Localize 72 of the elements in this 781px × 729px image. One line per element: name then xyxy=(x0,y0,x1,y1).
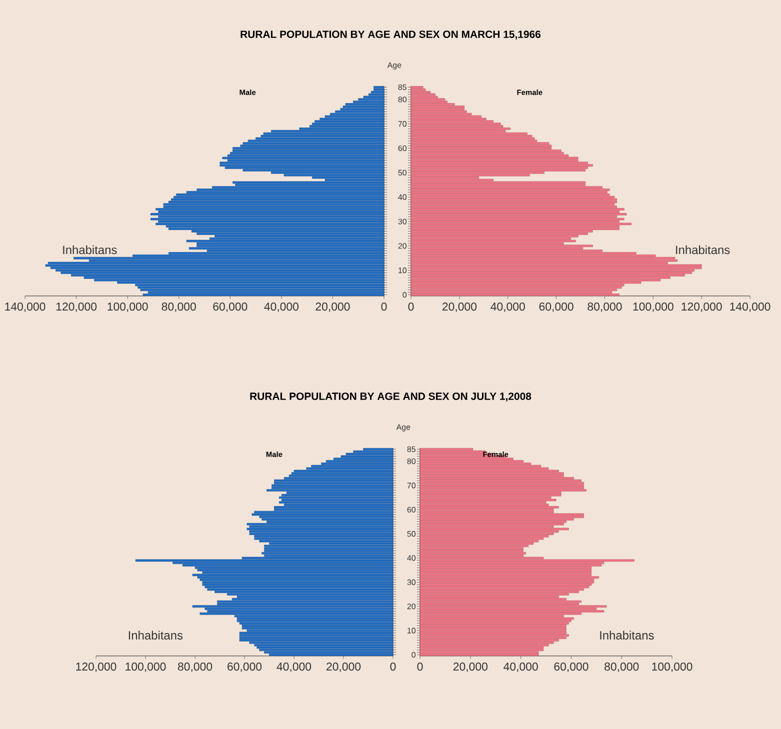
bar xyxy=(410,294,620,296)
bar xyxy=(163,203,384,206)
bar xyxy=(410,188,610,191)
bar xyxy=(410,169,586,172)
x-tick-label: 80,000 xyxy=(162,302,196,312)
x-tick-label: 0 xyxy=(417,662,423,671)
x-tick-label: 20,000 xyxy=(453,662,488,672)
bar xyxy=(168,228,384,230)
x-tick-label: 40,000 xyxy=(264,302,298,312)
x-tick-label: 20,000 xyxy=(316,302,350,312)
bar xyxy=(188,247,384,250)
bar xyxy=(314,120,384,123)
bar xyxy=(232,150,384,152)
x-tick-label: 80,000 xyxy=(604,662,639,672)
bar xyxy=(410,106,464,108)
x-tick-label: 80,000 xyxy=(588,302,622,312)
bar xyxy=(171,198,384,201)
x-tick-label: 0 xyxy=(390,662,396,671)
x-axis-title: Inhabitans xyxy=(676,245,730,254)
bar xyxy=(242,142,384,145)
x-tick-label: 120,000 xyxy=(682,302,722,312)
x-tick-label: 120,000 xyxy=(56,302,97,312)
x-axis-title: Inhabitans xyxy=(63,245,117,254)
bar xyxy=(232,181,384,184)
x-tick-label: 40,000 xyxy=(276,662,312,672)
bar xyxy=(48,262,384,264)
chart-title: RURAL POPULATION BY AGE AND SEX ON JULY 1,2008 xyxy=(250,392,532,402)
bar xyxy=(374,88,384,91)
bar xyxy=(176,194,384,196)
chart-title: RURAL POPULATION BY AGE AND SEX ON MARCH 15,1966 xyxy=(240,30,541,40)
x-tick-label: 40,000 xyxy=(504,662,538,672)
bar xyxy=(230,152,384,154)
bar xyxy=(410,93,436,96)
x-tick-label: 100,000 xyxy=(108,302,148,312)
x-tick-label: 140,000 xyxy=(730,302,770,312)
bar xyxy=(220,162,384,164)
bar xyxy=(374,86,384,88)
x-tick-label: 20,000 xyxy=(442,302,477,312)
x-tick-label: 60,000 xyxy=(213,302,248,312)
bar xyxy=(150,218,384,220)
x-axis-title: Inhabitans xyxy=(600,630,654,640)
x-tick-label: 120,000 xyxy=(76,662,116,672)
x-tick-label: 60,000 xyxy=(539,302,574,312)
bar xyxy=(222,156,384,160)
x-tick-label: 40,000 xyxy=(490,302,525,312)
x-tick-label: 20,000 xyxy=(326,662,361,672)
bar xyxy=(410,98,446,101)
bar xyxy=(138,286,384,289)
bar xyxy=(232,147,384,150)
x-tick-label: 100,000 xyxy=(633,302,674,312)
x-tick-label: 0 xyxy=(381,302,387,311)
bar xyxy=(45,264,384,267)
bar xyxy=(312,122,384,125)
x-tick-label: 100,000 xyxy=(652,662,692,672)
bar xyxy=(410,86,424,88)
bar xyxy=(150,213,384,216)
bar xyxy=(410,181,586,184)
bar xyxy=(156,208,384,210)
x-tick-label: 60,000 xyxy=(228,662,262,672)
x-tick-label: 140,000 xyxy=(5,302,46,312)
x-tick-label: 80,000 xyxy=(178,662,212,672)
x-tick-label: 100,000 xyxy=(126,662,166,672)
bar xyxy=(74,256,384,260)
bar xyxy=(156,222,384,226)
x-tick-label: 60,000 xyxy=(554,662,588,672)
bar xyxy=(140,288,384,292)
x-axis-title: Inhabitans xyxy=(128,630,183,640)
bar xyxy=(342,106,384,108)
bar xyxy=(142,294,384,296)
bar xyxy=(186,240,384,242)
bar xyxy=(345,103,384,106)
bar xyxy=(220,164,384,166)
